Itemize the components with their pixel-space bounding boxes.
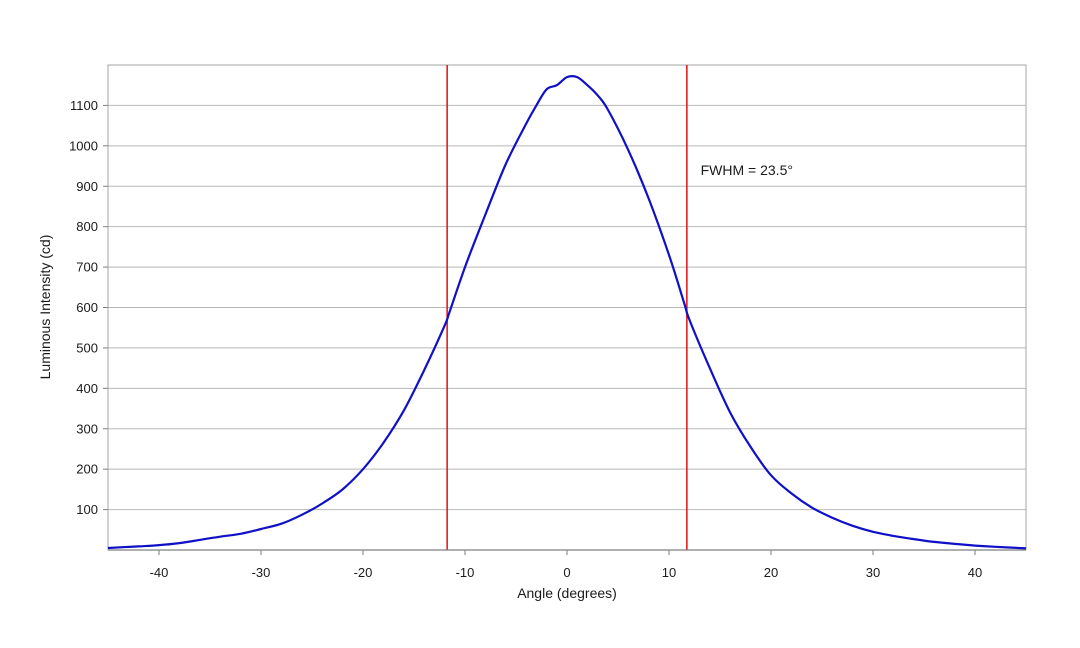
- series-group: [107, 75, 1027, 550]
- y-tick-label: 1000: [69, 138, 98, 153]
- x-tick-label: -20: [354, 565, 373, 580]
- y-tick-label: 600: [76, 300, 98, 315]
- y-axis-ticks: 100 200 300 400 500 600 700 800 900 1000 1100: [69, 98, 108, 517]
- annotations: FWHM = 23.5°: [701, 162, 793, 178]
- y-tick-label: 400: [76, 381, 98, 396]
- y-tick-label: 800: [76, 219, 98, 234]
- y-tick-label: 900: [76, 179, 98, 194]
- y-axis-title: Luminous Intensity (cd): [37, 235, 53, 380]
- x-axis-title: Angle (degrees): [517, 585, 617, 601]
- x-tick-label: 0: [563, 565, 570, 580]
- gridlines: [108, 104, 1026, 511]
- x-tick-label: 10: [662, 565, 676, 580]
- x-tick-label: -40: [150, 565, 169, 580]
- y-tick-label: 1100: [70, 98, 98, 113]
- y-tick-label: 500: [76, 340, 98, 355]
- x-tick-label: 30: [866, 565, 880, 580]
- fwhm-annotation: FWHM = 23.5°: [701, 162, 793, 178]
- y-tick-label: 300: [76, 421, 98, 436]
- intensity-curve: [107, 75, 1027, 550]
- x-axis-ticks: -40 -30 -20 -10 0 10 20 30 40: [150, 550, 982, 580]
- x-tick-label: -30: [252, 565, 271, 580]
- x-tick-label: 20: [764, 565, 778, 580]
- fwhm-markers: [446, 65, 688, 550]
- y-tick-label: 100: [76, 502, 98, 517]
- y-tick-label: 200: [76, 462, 98, 477]
- y-tick-label: 700: [76, 260, 98, 275]
- x-tick-label: -10: [456, 565, 475, 580]
- x-tick-label: 40: [968, 565, 982, 580]
